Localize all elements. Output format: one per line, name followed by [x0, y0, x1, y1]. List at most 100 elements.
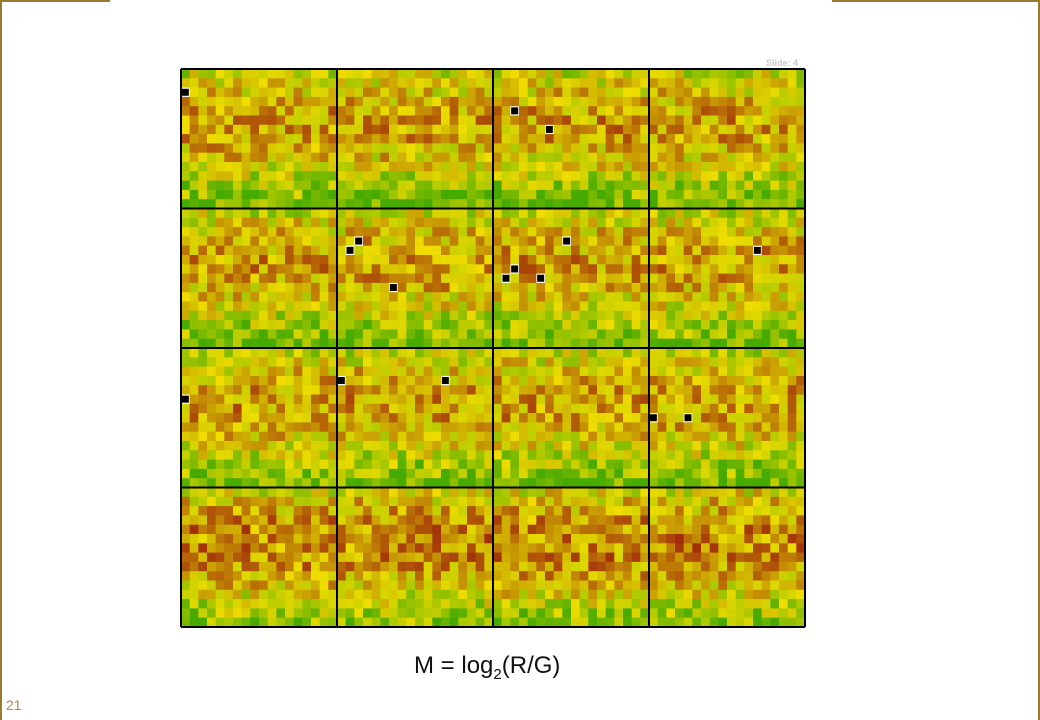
heatmap-cell	[389, 487, 399, 498]
heatmap-cell	[467, 478, 477, 488]
heatmap-cell	[744, 217, 754, 228]
heatmap-cell	[510, 245, 520, 256]
heatmap-cell	[761, 524, 771, 535]
heatmap-cell	[432, 134, 442, 144]
heatmap-cell	[692, 506, 702, 516]
heatmap-cell	[363, 496, 373, 507]
heatmap-cell	[657, 310, 667, 321]
heatmap-cell	[198, 515, 208, 526]
heatmap-cell	[761, 106, 771, 116]
heatmap-cell	[683, 515, 693, 526]
heatmap-cell	[761, 496, 771, 507]
heatmap-cell	[467, 180, 477, 191]
heatmap-cell	[657, 422, 667, 433]
heatmap-cell	[224, 152, 234, 163]
heatmap-cell	[458, 608, 468, 619]
heatmap-cell	[692, 255, 702, 265]
heatmap-cell	[536, 208, 546, 219]
heatmap-cell	[259, 338, 269, 349]
heatmap-cell	[623, 87, 633, 98]
heatmap-cell	[345, 217, 355, 228]
heatmap-cell	[241, 87, 251, 98]
heatmap-cell	[354, 180, 364, 191]
heatmap-cell	[302, 69, 312, 79]
heatmap-cell	[484, 78, 494, 88]
heatmap-cell	[389, 106, 399, 116]
heatmap-cell	[631, 348, 641, 358]
heatmap-cell	[735, 292, 745, 302]
heatmap-cell	[207, 459, 217, 470]
heatmap-cell	[380, 496, 390, 507]
heatmap-cell	[571, 69, 581, 79]
heatmap-cell	[224, 96, 234, 107]
heatmap-cell	[614, 152, 624, 163]
heatmap-cell	[657, 487, 667, 498]
heatmap-cell	[553, 208, 563, 219]
heatmap-cell	[657, 180, 667, 191]
heatmap-cell	[181, 338, 191, 349]
heatmap-cell	[285, 617, 295, 628]
heatmap-cell	[597, 487, 607, 498]
heatmap-cell	[562, 534, 572, 544]
heatmap-cell	[267, 87, 277, 98]
heatmap-cell	[250, 227, 260, 237]
heatmap-cell	[241, 543, 251, 553]
heatmap-cell	[250, 468, 260, 479]
heatmap-cell	[415, 189, 425, 200]
heatmap-cell	[337, 115, 347, 126]
heatmap-cell	[449, 236, 459, 247]
heatmap-cell	[692, 273, 702, 284]
heatmap-cell	[571, 264, 581, 274]
heatmap-cell	[189, 208, 199, 219]
heatmap-cell	[233, 599, 243, 609]
heatmap-cell	[597, 106, 607, 116]
heatmap-cell	[536, 134, 546, 144]
heatmap-cell	[640, 134, 650, 144]
heatmap-cell	[380, 236, 390, 247]
heatmap-cell	[692, 115, 702, 126]
heatmap-cell	[207, 134, 217, 144]
heatmap-cell	[449, 487, 459, 498]
heatmap-cell	[727, 143, 737, 154]
missing-spot	[181, 395, 189, 403]
heatmap-cell	[224, 78, 234, 88]
heatmap-cell	[553, 608, 563, 619]
heatmap-cell	[657, 561, 667, 572]
heatmap-cell	[536, 431, 546, 442]
heatmap-cell	[701, 571, 711, 581]
heatmap-cell	[423, 134, 433, 144]
heatmap-cell	[432, 245, 442, 256]
heatmap-cell	[198, 366, 208, 377]
heatmap-cell	[709, 152, 719, 163]
heatmap-cell	[666, 580, 676, 591]
heatmap-cell	[449, 171, 459, 181]
heatmap-cell	[640, 78, 650, 88]
heatmap-cell	[718, 310, 728, 321]
heatmap-cell	[215, 180, 225, 191]
heatmap-cell	[649, 78, 659, 88]
heatmap-cell	[562, 78, 572, 88]
heatmap-cell	[519, 394, 529, 405]
heatmap-cell	[371, 255, 381, 265]
heatmap-cell	[605, 431, 615, 442]
heatmap-cell	[371, 441, 381, 451]
heatmap-cell	[527, 496, 537, 507]
heatmap-cell	[241, 171, 251, 181]
heatmap-cell	[415, 431, 425, 442]
heatmap-cell	[631, 459, 641, 470]
heatmap-cell	[397, 422, 407, 433]
heatmap-cell	[692, 524, 702, 535]
heatmap-cell	[181, 543, 191, 553]
heatmap-cell	[735, 496, 745, 507]
heatmap-cell	[233, 143, 243, 154]
heatmap-cell	[571, 208, 581, 219]
heatmap-cell	[614, 69, 624, 79]
heatmap-cell	[787, 87, 797, 98]
heatmap-cell	[640, 273, 650, 284]
heatmap-cell	[458, 245, 468, 256]
heatmap-cell	[233, 366, 243, 377]
heatmap-cell	[207, 413, 217, 423]
heatmap-cell	[614, 375, 624, 386]
heatmap-cell	[510, 441, 520, 451]
heatmap-cell	[319, 552, 329, 563]
